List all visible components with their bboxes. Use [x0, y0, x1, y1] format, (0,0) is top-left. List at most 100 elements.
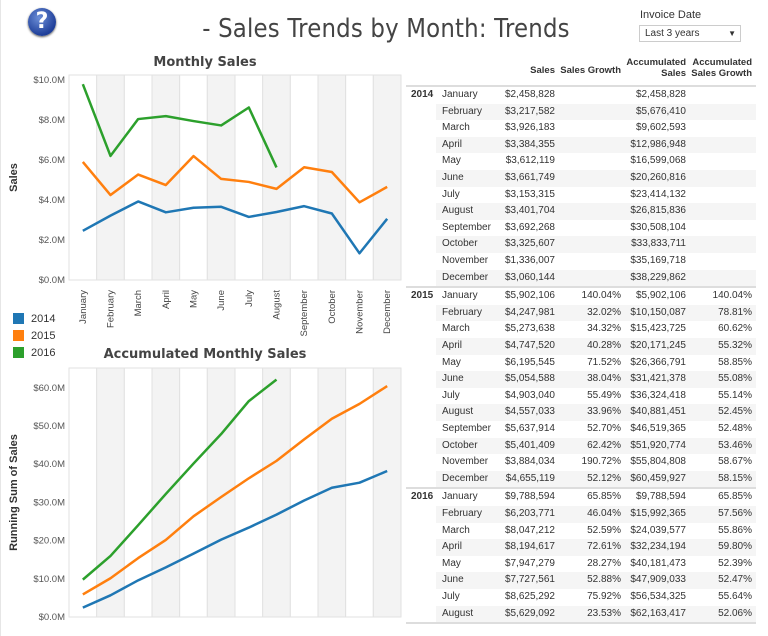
column-band — [179, 367, 208, 618]
legend-label: 2014 — [31, 312, 56, 325]
table-row: December $3,060,144 $38,229,862 — [406, 269, 756, 287]
sales-cell: $3,060,144 — [504, 271, 555, 283]
accumulated-sales-cell: $24,039,577 — [630, 524, 686, 536]
month-cell: January — [442, 290, 478, 302]
accumulated-sales-cell: $30,508,104 — [630, 221, 686, 233]
accumulated-sales-cell: $23,414,132 — [630, 188, 686, 200]
month-cell: August — [442, 607, 474, 619]
column-band — [372, 367, 402, 618]
table-row: May $3,612,119 $16,599,068 — [406, 153, 756, 170]
accumulated-sales-cell: $38,229,862 — [630, 271, 686, 283]
month-cell: September — [442, 221, 491, 233]
month-cell: July — [442, 591, 460, 602]
x-tick-label: September — [299, 290, 310, 336]
x-tick-label: December — [382, 290, 393, 334]
sales-cell: $5,273,638 — [504, 323, 555, 335]
col-header-accumulated-sales: Accumulated Sales — [626, 57, 686, 79]
column-band — [68, 367, 98, 618]
month-cell: April — [442, 541, 463, 553]
column-band — [262, 367, 291, 618]
legend-item-2016[interactable]: 2016 — [13, 344, 55, 361]
sales-cell: $3,692,268 — [504, 221, 555, 233]
table-row: January $9,788,594 65.85% $9,788,594 65.85% — [406, 489, 756, 506]
accumulated-sales-cell: $32,234,194 — [630, 541, 686, 553]
row-background — [436, 404, 756, 421]
table-row: August $3,401,704 $26,815,836 — [406, 203, 756, 220]
accumulated-growth-cell: 55.14% — [718, 389, 752, 401]
month-cell: November — [442, 456, 489, 468]
legend-item-2014[interactable]: 2014 — [13, 310, 55, 327]
accumulated-sales-cell: $56,534,325 — [630, 591, 686, 602]
legend-swatch — [13, 347, 24, 358]
month-cell: October — [442, 439, 478, 451]
sales-growth-cell: 71.52% — [587, 356, 621, 368]
row-background — [436, 470, 756, 488]
month-cell: January — [442, 491, 478, 503]
row-background — [436, 103, 756, 121]
y-tick-label: $10.0M — [33, 574, 65, 585]
accumulated-growth-cell: 52.48% — [718, 423, 752, 434]
x-tick-label: November — [355, 290, 366, 334]
accumulated-sales-cell: $20,171,245 — [630, 340, 686, 351]
accumulated-sales-cell: $26,366,791 — [630, 356, 686, 368]
accumulated-growth-cell: 140.04% — [712, 290, 752, 302]
column-band — [96, 367, 125, 618]
question-circle-icon[interactable]: ? — [28, 8, 56, 36]
row-background — [436, 371, 756, 388]
row-background — [436, 506, 756, 523]
table-row: January $2,458,828 $2,458,828 — [406, 87, 756, 104]
accumulated-growth-cell: 52.39% — [718, 557, 752, 569]
sales-growth-cell: 33.96% — [587, 406, 621, 418]
caret-down-icon: ▼ — [728, 29, 736, 38]
sales-cell: $5,401,409 — [504, 439, 555, 451]
table-row: April $3,384,355 $12,986,948 — [406, 136, 756, 154]
page-title: - Sales Trends by Month: Trends — [202, 14, 570, 44]
column-band — [317, 74, 347, 281]
sales-growth-cell: 140.04% — [581, 290, 621, 302]
invoice-date-value: Last 3 years — [645, 28, 700, 39]
month-cell: August — [442, 205, 474, 217]
table-row: July $8,625,292 75.92% $56,534,325 55.64% — [406, 589, 756, 606]
accumulated-growth-cell: 58.67% — [718, 456, 752, 468]
legend-swatch — [13, 313, 24, 324]
invoice-date-dropdown[interactable]: Last 3 years ▼ — [639, 25, 741, 42]
month-cell: April — [442, 138, 463, 150]
row-background — [436, 136, 756, 154]
column-band — [262, 74, 291, 281]
sales-growth-cell: 52.70% — [587, 423, 621, 434]
row-background — [436, 572, 756, 589]
accumulated-growth-cell: 55.32% — [718, 340, 752, 351]
sales-cell: $4,903,040 — [504, 389, 555, 401]
x-tick-label: March — [133, 290, 144, 316]
accumulated-growth-cell: 58.15% — [718, 472, 752, 484]
month-cell: April — [442, 340, 463, 351]
row-background — [436, 203, 756, 220]
sales-cell: $3,612,119 — [505, 155, 555, 167]
x-tick-label: February — [106, 290, 117, 328]
accumulated-sales-cell: $36,324,418 — [630, 389, 686, 401]
row-background — [436, 338, 756, 355]
month-cell: December — [442, 271, 489, 283]
invoice-date-label: Invoice Date — [640, 9, 702, 21]
legend-label: 2015 — [31, 329, 56, 342]
table-row: May $7,947,279 28.27% $40,181,473 52.39% — [406, 556, 756, 573]
sales-growth-cell: 38.04% — [587, 373, 621, 385]
accumulated-sales-cell: $12,986,948 — [630, 138, 686, 150]
series-line-2016 — [81, 83, 278, 168]
y-tick-label: $8.0M — [39, 115, 65, 126]
y-tick-label: $40.0M — [33, 459, 65, 470]
table-row: February $6,203,771 46.04% $15,992,365 57.56… — [406, 506, 756, 523]
accumulated-sales-title: Accumulated Monthly Sales — [103, 347, 307, 362]
month-cell: January — [442, 89, 478, 100]
month-cell: February — [442, 105, 483, 117]
legend-label: 2016 — [31, 346, 56, 359]
month-cell: March — [442, 323, 470, 335]
accumulated-sales-cell: $9,788,594 — [635, 491, 686, 503]
legend-item-2015[interactable]: 2015 — [13, 327, 55, 344]
x-tick-label: May — [189, 290, 200, 308]
column-band — [234, 74, 264, 281]
accumulated-growth-cell: 55.08% — [718, 373, 752, 385]
sales-cell: $5,637,914 — [504, 423, 555, 434]
